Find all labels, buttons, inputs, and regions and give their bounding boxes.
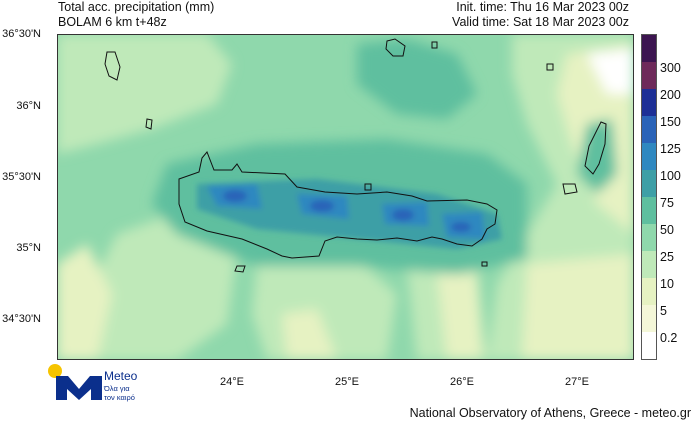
precipitation-map[interactable] — [57, 34, 634, 360]
legend-label-150: 150 — [660, 115, 681, 129]
legend-label-125: 125 — [660, 142, 681, 156]
title-block: Total acc. precipitation (mm) BOLAM 6 km… — [58, 0, 214, 30]
legend-label-0-2: 0.2 — [660, 331, 678, 345]
lat-label-35-30: 35°30'N — [2, 171, 41, 183]
precipitation-field — [57, 34, 634, 360]
lat-label-36-30: 36°30'N — [2, 28, 41, 40]
valid-time: Valid time: Sat 18 Mar 2023 00z — [452, 15, 629, 29]
lon-label-25: 25°E — [335, 376, 359, 388]
legend-label-75: 75 — [660, 196, 674, 210]
model-label: BOLAM 6 km t+48z — [58, 15, 167, 29]
lat-label-34-30: 34°30'N — [2, 313, 41, 325]
legend-label-50: 50 — [660, 223, 674, 237]
map-title: Total acc. precipitation (mm) — [58, 0, 215, 14]
lon-label-26: 26°E — [450, 376, 474, 388]
lat-label-36: 36°N — [16, 100, 41, 112]
legend-label-10: 10 — [660, 277, 674, 291]
lon-label-27: 27°E — [565, 376, 589, 388]
legend-label-5: 5 — [660, 304, 667, 318]
coastline-crete — [178, 151, 498, 259]
lat-label-35: 35°N — [16, 242, 41, 254]
meteo-logo[interactable] — [46, 362, 166, 402]
logo-title: Meteo — [104, 369, 138, 383]
color-legend — [641, 34, 657, 360]
footer-credit: National Observatory of Athens, Greece -… — [409, 406, 691, 420]
legend-label-200: 200 — [660, 88, 681, 102]
legend-label-25: 25 — [660, 250, 674, 264]
coastline-islands — [104, 38, 607, 273]
logo-subtitle-1: Όλα για — [104, 384, 130, 393]
legend-label-100: 100 — [660, 169, 681, 183]
logo-subtitle-2: τον καιρό — [104, 393, 135, 402]
lon-label-24: 24°E — [220, 376, 244, 388]
sun-icon — [48, 364, 62, 378]
legend-label-300: 300 — [660, 61, 681, 75]
time-block: Init. time: Thu 16 Mar 2023 00z Valid ti… — [452, 0, 629, 30]
m-logo-icon — [56, 376, 102, 400]
init-time: Init. time: Thu 16 Mar 2023 00z — [456, 0, 629, 14]
